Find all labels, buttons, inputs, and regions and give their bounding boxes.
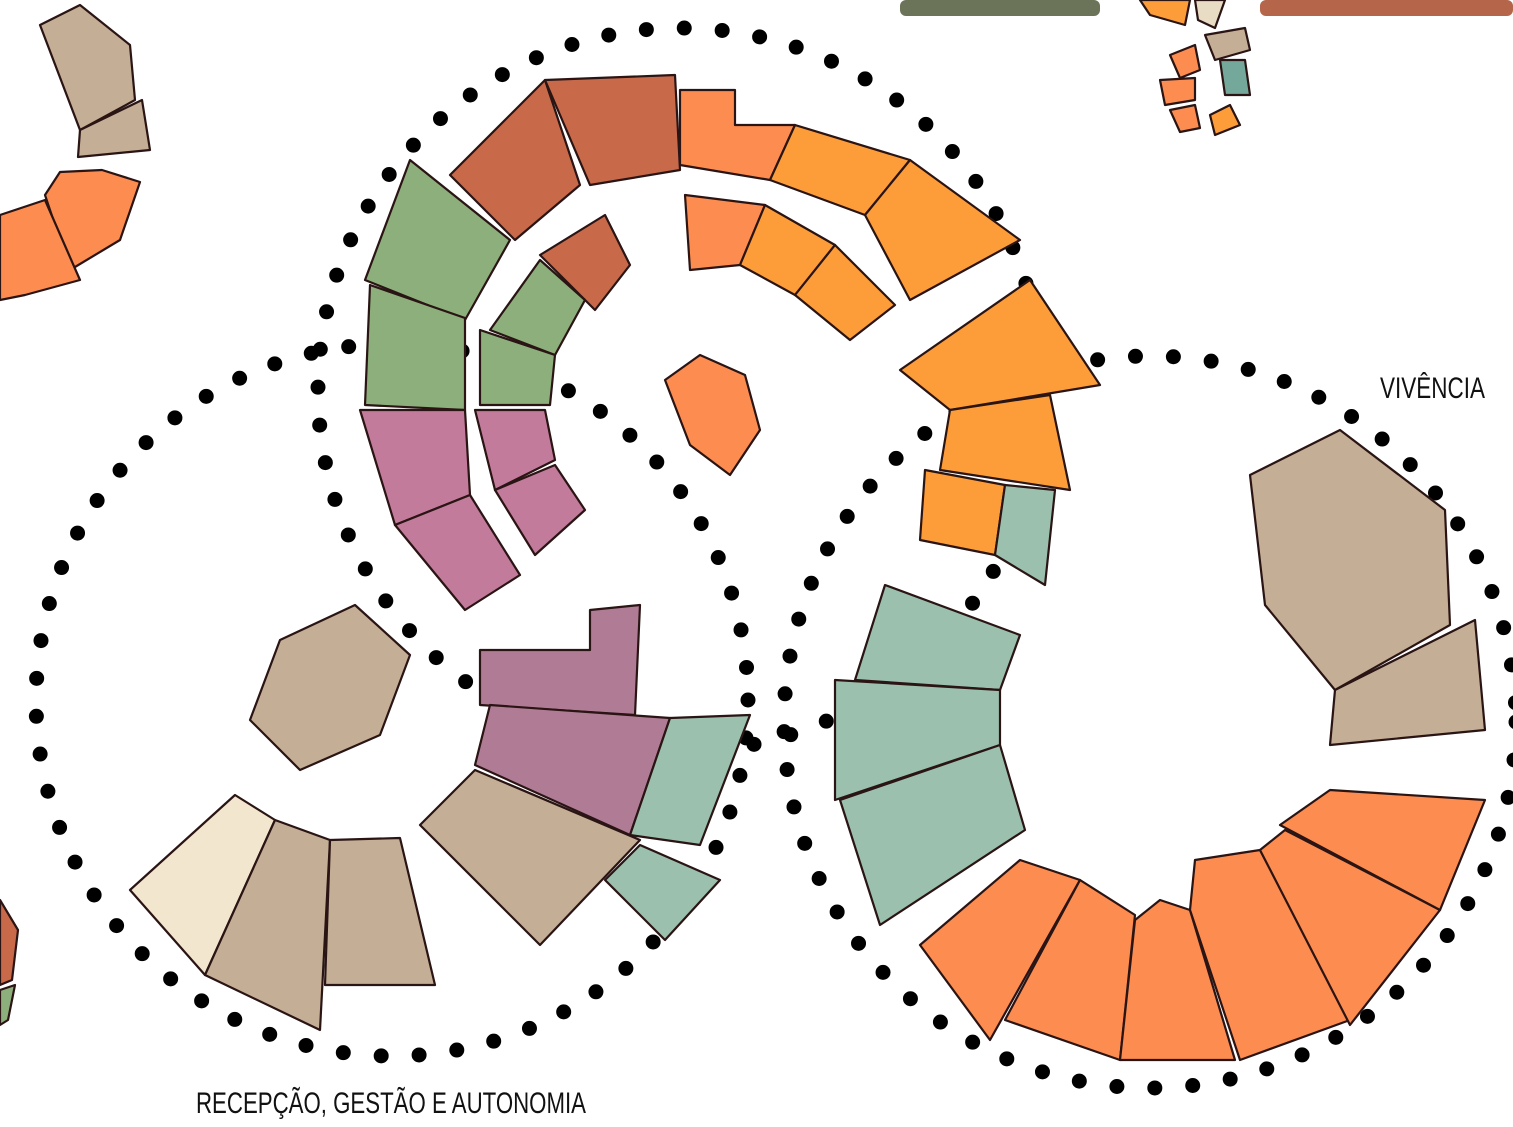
label: RECEPÇÃO, GESTÃO E AUTONOMIA bbox=[196, 1086, 586, 1120]
top-ring bbox=[358, 73, 1102, 612]
label: VIVÊNCIA bbox=[1380, 372, 1485, 405]
dotted-circle bbox=[776, 348, 1513, 1096]
logo-fragment bbox=[900, 0, 1513, 137]
edge-fragment bbox=[0, 3, 152, 1027]
right-cluster bbox=[833, 428, 1487, 1062]
left-cluster bbox=[128, 603, 752, 1032]
